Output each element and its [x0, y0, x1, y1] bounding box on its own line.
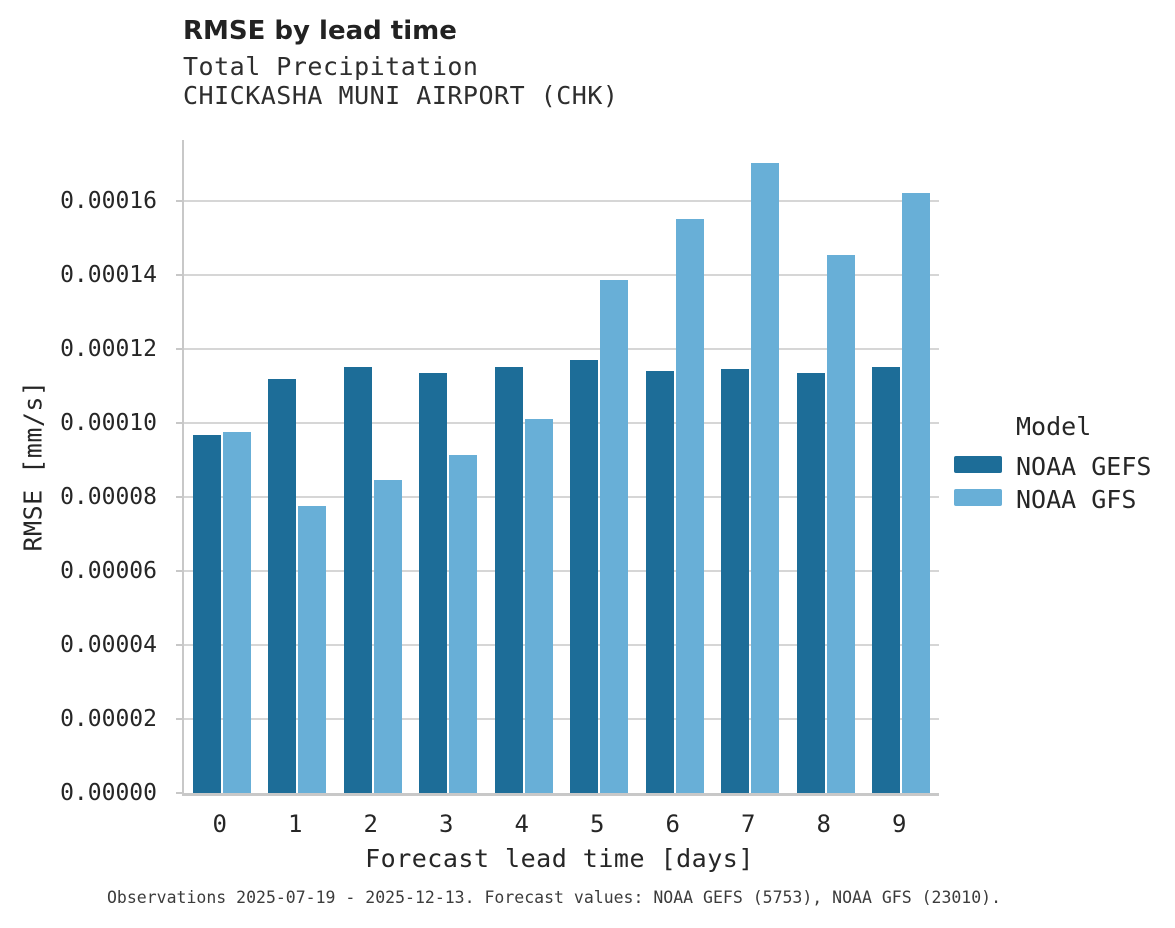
- chart-station: CHICKASHA MUNI AIRPORT (CHK): [183, 81, 619, 110]
- legend-label-noaa-gfs: NOAA GFS: [1016, 485, 1137, 514]
- legend-title: Model: [1016, 412, 1092, 441]
- chart-subtitle: Total Precipitation: [183, 52, 479, 81]
- gridline: [184, 570, 939, 572]
- y-tick-mark: [176, 348, 184, 350]
- bar-noaa-gefs-day-0: [192, 434, 221, 793]
- legend-swatch-noaa-gefs: [954, 456, 1002, 473]
- y-tick-label: 0.00006: [60, 558, 157, 584]
- bar-noaa-gefs-day-3: [419, 373, 448, 793]
- bar-noaa-gefs-day-9: [872, 366, 901, 793]
- bar-noaa-gefs-day-2: [343, 367, 372, 793]
- x-tick-label: 7: [741, 810, 756, 838]
- bar-noaa-gefs-day-4: [494, 367, 523, 793]
- y-tick-label: 0.00014: [60, 262, 157, 288]
- bar-noaa-gfs-day-6: [675, 218, 704, 793]
- gridline: [184, 348, 939, 350]
- y-tick-label: 0.00000: [60, 780, 157, 806]
- gridline: [184, 422, 939, 424]
- plot-area: [176, 140, 939, 796]
- y-tick-mark: [176, 200, 184, 202]
- x-tick-label: 9: [892, 810, 907, 838]
- y-tick-label: 0.00012: [60, 336, 157, 362]
- bar-noaa-gfs-day-8: [826, 255, 855, 793]
- gridline: [184, 274, 939, 276]
- y-tick-label: 0.00004: [60, 632, 157, 658]
- x-axis-title: Forecast lead time [days]: [365, 844, 754, 873]
- legend-swatch-noaa-gfs: [954, 489, 1002, 506]
- bar-noaa-gfs-day-0: [222, 432, 251, 793]
- gridline: [184, 200, 939, 202]
- y-tick-label: 0.00008: [60, 484, 157, 510]
- x-tick-label: 3: [439, 810, 454, 838]
- x-tick-label: 6: [665, 810, 680, 838]
- bar-noaa-gefs-day-7: [721, 369, 750, 793]
- bar-noaa-gefs-day-5: [570, 360, 599, 793]
- x-tick-label: 1: [288, 810, 303, 838]
- bar-noaa-gfs-day-4: [524, 418, 553, 793]
- y-tick-label: 0.00010: [60, 410, 157, 436]
- y-tick-label: 0.00016: [60, 188, 157, 214]
- bar-noaa-gfs-day-2: [373, 480, 402, 793]
- bar-noaa-gfs-day-1: [298, 505, 327, 793]
- y-tick-mark: [176, 718, 184, 720]
- x-tick-label: 5: [590, 810, 605, 838]
- x-tick-label: 2: [363, 810, 378, 838]
- bar-noaa-gfs-day-9: [902, 193, 931, 793]
- x-tick-label: 4: [514, 810, 529, 838]
- y-tick-mark: [176, 570, 184, 572]
- chart-title: RMSE by lead time: [183, 16, 457, 46]
- caption: Observations 2025-07-19 - 2025-12-13. Fo…: [107, 888, 1002, 907]
- y-tick-mark: [176, 644, 184, 646]
- legend-label-noaa-gefs: NOAA GEFS: [1016, 452, 1152, 481]
- bar-noaa-gfs-day-3: [449, 454, 478, 793]
- gridline: [184, 496, 939, 498]
- y-tick-mark: [176, 422, 184, 424]
- bar-noaa-gefs-day-8: [796, 373, 825, 793]
- y-tick-label: 0.00002: [60, 706, 157, 732]
- x-tick-label: 0: [212, 810, 227, 838]
- y-axis-title: RMSE [mm/s]: [18, 380, 48, 552]
- y-tick-mark: [176, 274, 184, 276]
- bar-noaa-gfs-day-7: [751, 162, 780, 793]
- bar-noaa-gfs-day-5: [600, 279, 629, 793]
- gridline: [184, 644, 939, 646]
- x-tick-label: 8: [816, 810, 831, 838]
- y-tick-mark: [176, 496, 184, 498]
- bar-noaa-gefs-day-6: [645, 370, 674, 793]
- bar-noaa-gefs-day-1: [268, 379, 297, 793]
- y-tick-mark: [176, 792, 184, 794]
- gridline: [184, 718, 939, 720]
